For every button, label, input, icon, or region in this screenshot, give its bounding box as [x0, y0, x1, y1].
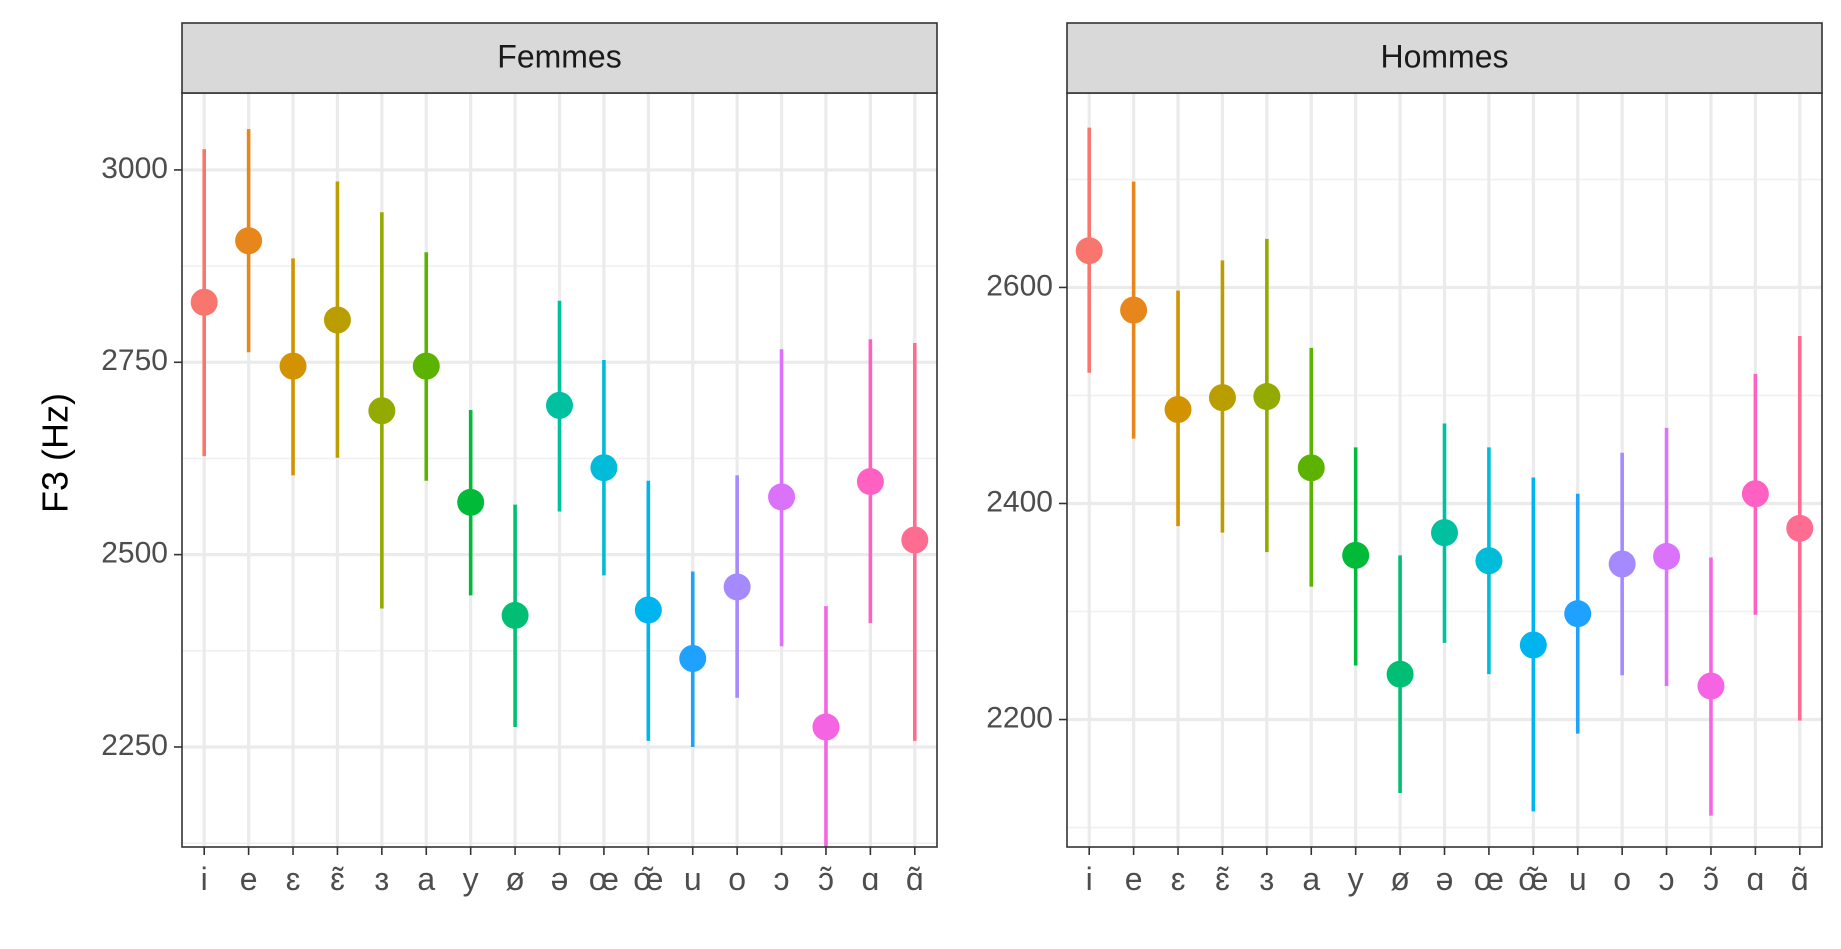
strip-label: Femmes [497, 38, 621, 74]
y-axis-label: F3 (Hz) [35, 393, 76, 513]
strip-hommes [1066, 22, 1823, 94]
x-tick-label: œ [589, 861, 619, 897]
point-6 [412, 352, 440, 380]
x-tick-label: u [1569, 861, 1587, 897]
x-tick-label: o [728, 861, 746, 897]
y-tick-label: 2400 [986, 485, 1053, 518]
x-tick-label: i [201, 861, 208, 897]
point-7 [1342, 541, 1370, 569]
point-7 [457, 488, 485, 516]
point-15 [1697, 672, 1725, 700]
x-tick-label: ɑ [861, 861, 879, 897]
point-10 [590, 454, 618, 482]
point-11 [1519, 631, 1547, 659]
x-tick-label: e [1125, 861, 1143, 897]
x-tick-label: ɛ [286, 861, 301, 897]
strip-femmes [181, 22, 938, 94]
point-14 [1653, 542, 1681, 570]
x-tick-label: ɔ̃ [818, 861, 834, 897]
x-tick-label: ø [1390, 861, 1410, 897]
x-tick-label: a [417, 861, 435, 897]
point-16 [856, 468, 884, 496]
point-3 [279, 352, 307, 380]
point-1 [190, 288, 218, 316]
x-tick-label: ɜ [375, 861, 390, 897]
x-tick-label: ɑ [1746, 861, 1764, 897]
point-10 [1475, 547, 1503, 575]
y-tick-label: 2750 [101, 344, 168, 377]
point-6 [1297, 454, 1325, 482]
point-2 [235, 227, 263, 255]
y-tick-label: 3000 [101, 152, 168, 185]
x-tick-label: ɑ̃ [1791, 861, 1809, 897]
x-tick-label: y [1348, 861, 1364, 897]
y-tick-label: 2250 [101, 729, 168, 762]
point-15 [812, 713, 840, 741]
x-tick-label: ø [505, 861, 525, 897]
x-tick-label: ɜ [1260, 861, 1275, 897]
point-2 [1120, 296, 1148, 324]
point-5 [368, 397, 396, 425]
x-tick-label: œ̃ [633, 861, 663, 897]
x-tick-label: o [1613, 861, 1631, 897]
y-tick-label: 2500 [101, 537, 168, 570]
x-tick-label: i [1086, 861, 1093, 897]
point-4 [1208, 384, 1236, 412]
x-tick-label: ɛ̃ [1215, 861, 1230, 897]
point-17 [901, 526, 929, 554]
panel-hommes: Hommes 2200 2400 2600 i e ɛ ɛ̃ ɜ a y ø ə œ œ̃ u o ɔ ɔ̃ ɑ ɑ̃ [986, 22, 1823, 897]
point-12 [679, 645, 707, 672]
point-9 [546, 391, 573, 419]
x-tick-label: ə [551, 861, 569, 897]
x-tick-label: ə [1436, 861, 1454, 897]
x-tick-label: ɛ [1171, 861, 1186, 897]
x-tick-label: y [463, 861, 479, 897]
x-tick-label: ɔ [774, 861, 790, 897]
x-tick-label: e [240, 861, 258, 897]
panel-femmes: Femmes 2250 2500 2750 3000 i e ɛ ɛ̃ ɜ a y ø ə œ œ̃ u o ɔ ɔ̃… [101, 22, 938, 897]
x-tick-label: ɑ̃ [906, 861, 924, 897]
y-tick-label: 2200 [986, 701, 1053, 734]
point-4 [323, 306, 351, 334]
point-12 [1564, 600, 1592, 628]
point-13 [1608, 550, 1636, 578]
x-tick-label: œ [1474, 861, 1504, 897]
point-11 [634, 596, 662, 624]
point-8 [501, 601, 529, 629]
x-tick-label: œ̃ [1518, 861, 1548, 897]
point-9 [1431, 519, 1458, 547]
x-tick-label: ɔ [1659, 861, 1675, 897]
point-8 [1386, 660, 1414, 688]
x-tick-label: ɛ̃ [330, 861, 345, 897]
y-tick-label: 2600 [986, 269, 1053, 302]
point-3 [1164, 396, 1192, 424]
x-tick-label: u [684, 861, 702, 897]
point-14 [768, 483, 796, 511]
point-16 [1741, 480, 1769, 508]
strip-label: Hommes [1380, 38, 1508, 74]
point-5 [1253, 383, 1281, 411]
x-tick-label: ɔ̃ [1703, 861, 1719, 897]
point-13 [723, 573, 751, 601]
x-tick-label: a [1302, 861, 1320, 897]
point-1 [1075, 237, 1103, 265]
point-17 [1786, 514, 1814, 542]
